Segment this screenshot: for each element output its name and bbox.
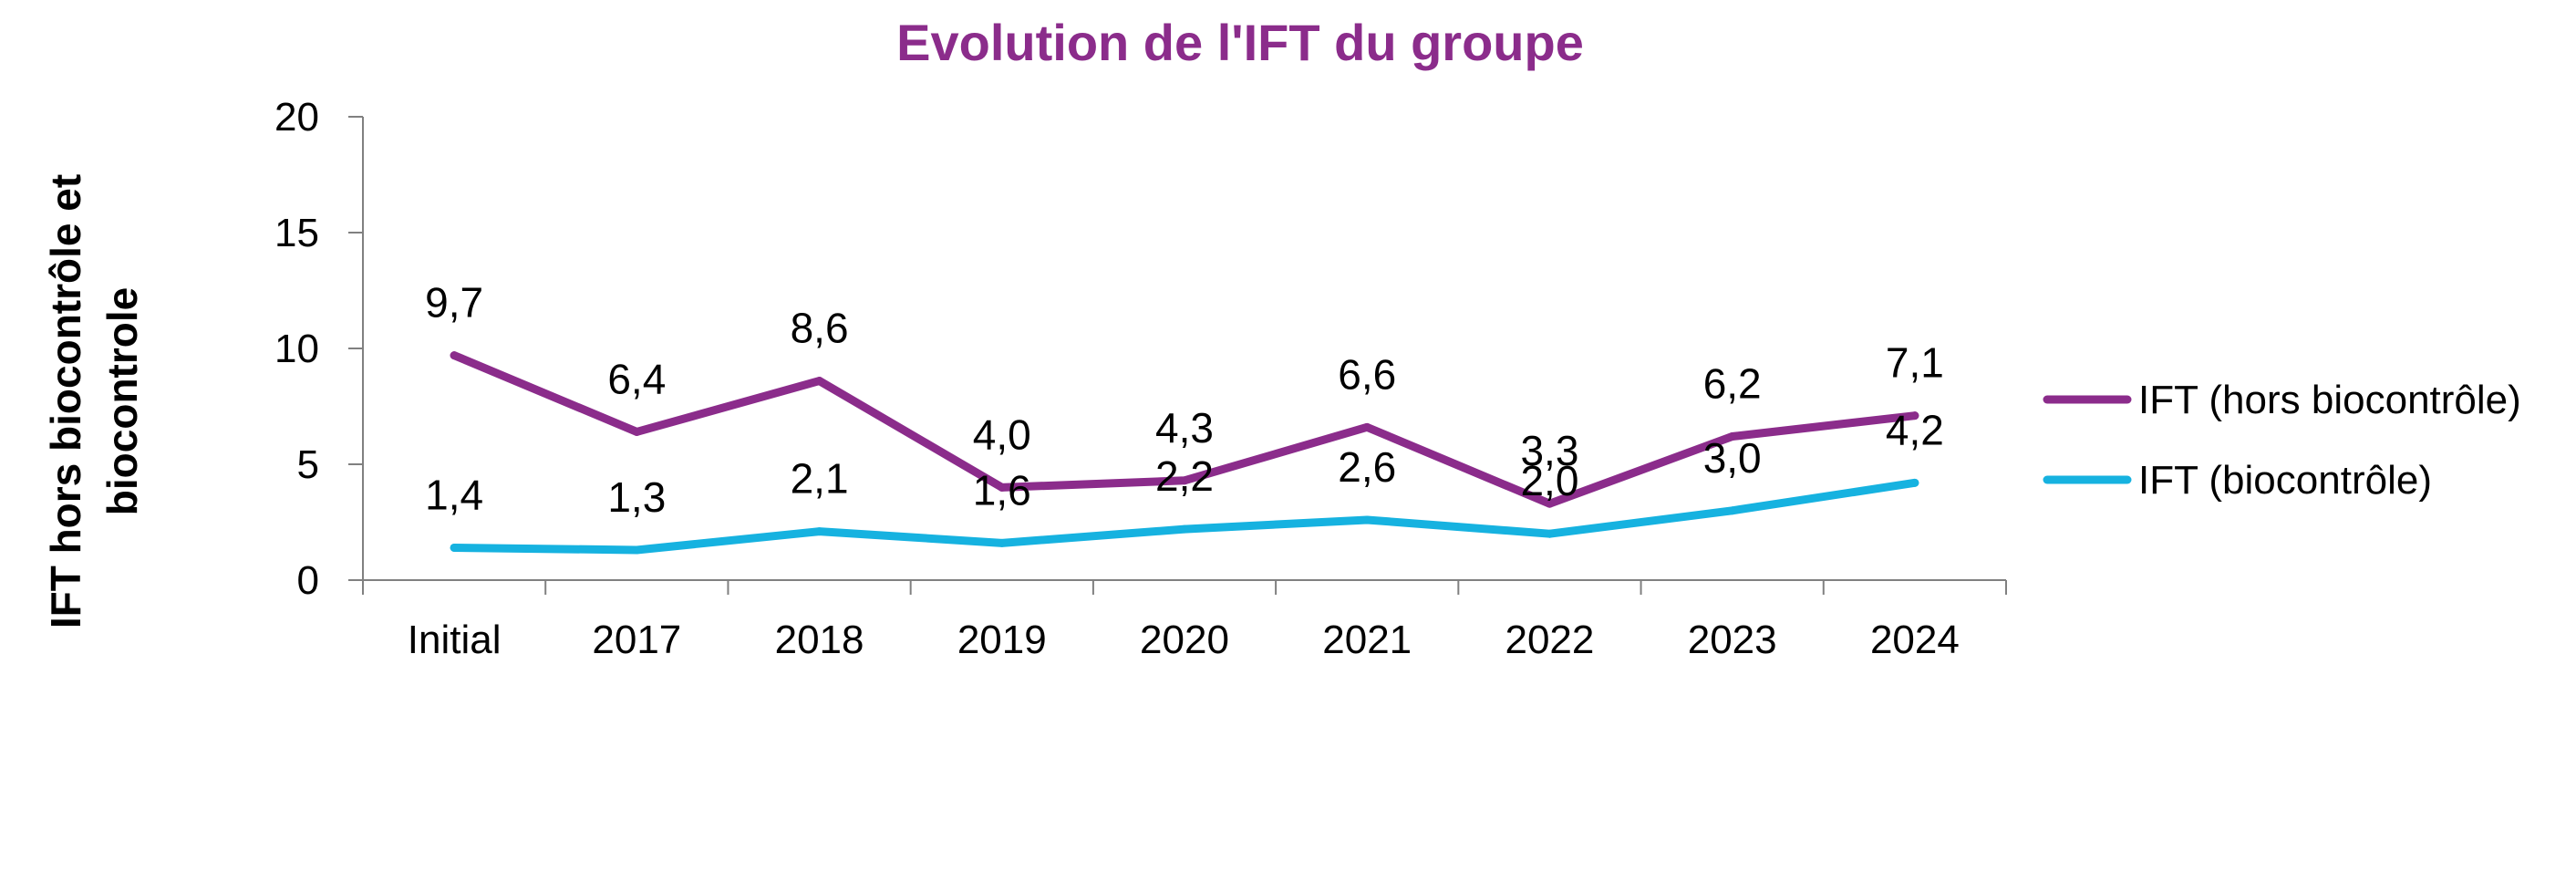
data-point <box>1180 476 1189 485</box>
x-tick-label: 2023 <box>1688 618 1777 662</box>
series-layer <box>450 351 1919 555</box>
legend-label-2: IFT (biocontrôle) <box>2138 458 2432 503</box>
x-tick-label: 2019 <box>957 618 1047 662</box>
legend-label-1: IFT (hors biocontrôle) <box>2138 378 2521 422</box>
axes: 0 5 10 15 20 Initial 2017 2018 2019 2020 2021 2022 2… <box>274 95 2007 662</box>
data-label: 4,3 <box>1155 404 1214 452</box>
x-tick-label: 2021 <box>1322 618 1412 662</box>
x-tick-label: 2018 <box>775 618 864 662</box>
x-tick-label: 2020 <box>1140 618 1229 662</box>
x-tick-label: 2017 <box>592 618 681 662</box>
data-label: 6,6 <box>1338 350 1396 398</box>
data-point <box>998 538 1007 547</box>
legend: IFT (hors biocontrôle) IFT (biocontrôle) <box>2043 378 2521 503</box>
data-label: 7,1 <box>1886 339 1944 387</box>
data-point <box>815 527 824 536</box>
x-tick-label: 2024 <box>1870 618 1960 662</box>
data-label: 3,3 <box>1520 427 1578 474</box>
data-label: 2,2 <box>1155 452 1214 500</box>
data-label: 8,6 <box>791 305 849 352</box>
x-tick-label: 2022 <box>1505 618 1594 662</box>
data-point <box>1910 478 1919 487</box>
data-label: 1,6 <box>973 466 1031 514</box>
y-tick-label: 20 <box>274 95 319 140</box>
data-point <box>1728 432 1737 441</box>
data-point <box>450 351 459 360</box>
data-label: 6,4 <box>607 355 666 402</box>
y-tick-label: 15 <box>274 211 319 255</box>
data-label: 9,7 <box>425 279 483 327</box>
data-label: 2,6 <box>1338 443 1396 491</box>
data-point <box>450 543 459 552</box>
y-axis-title-line-2: biocontrole <box>98 287 146 515</box>
chart-title: Evolution de l'IFT du groupe <box>896 14 1584 71</box>
data-label: 1,4 <box>425 471 483 518</box>
data-label: 6,2 <box>1703 360 1762 408</box>
data-label: 2,0 <box>1520 457 1578 504</box>
data-point <box>1728 506 1737 515</box>
data-point <box>632 545 641 555</box>
y-axis-title-line-1: IFT hors biocontrôle et <box>42 174 89 628</box>
y-tick-label: 5 <box>297 442 319 487</box>
y-axis-title: IFT hors biocontrôle et biocontrole <box>42 174 146 628</box>
data-label: 4,0 <box>973 410 1031 458</box>
data-label: 4,2 <box>1886 406 1944 453</box>
y-tick-label: 10 <box>274 327 319 371</box>
data-labels: 9,7 6,4 8,6 4,0 4,3 6,6 3,3 6,2 7,1 1,4 1,3 2,1 1,6 2… <box>425 279 1944 521</box>
data-point <box>1180 524 1189 534</box>
data-label: 1,3 <box>607 473 666 521</box>
x-tick-label: Initial <box>408 618 502 662</box>
data-point <box>1362 422 1371 431</box>
data-point <box>1545 529 1554 538</box>
data-point <box>1910 411 1919 420</box>
data-point <box>632 427 641 436</box>
data-label: 2,1 <box>791 455 849 503</box>
data-point <box>1362 515 1371 524</box>
data-point <box>998 483 1007 492</box>
data-label: 3,0 <box>1703 434 1762 482</box>
data-point <box>1545 499 1554 508</box>
data-point <box>815 377 824 386</box>
y-tick-label: 0 <box>297 558 319 603</box>
